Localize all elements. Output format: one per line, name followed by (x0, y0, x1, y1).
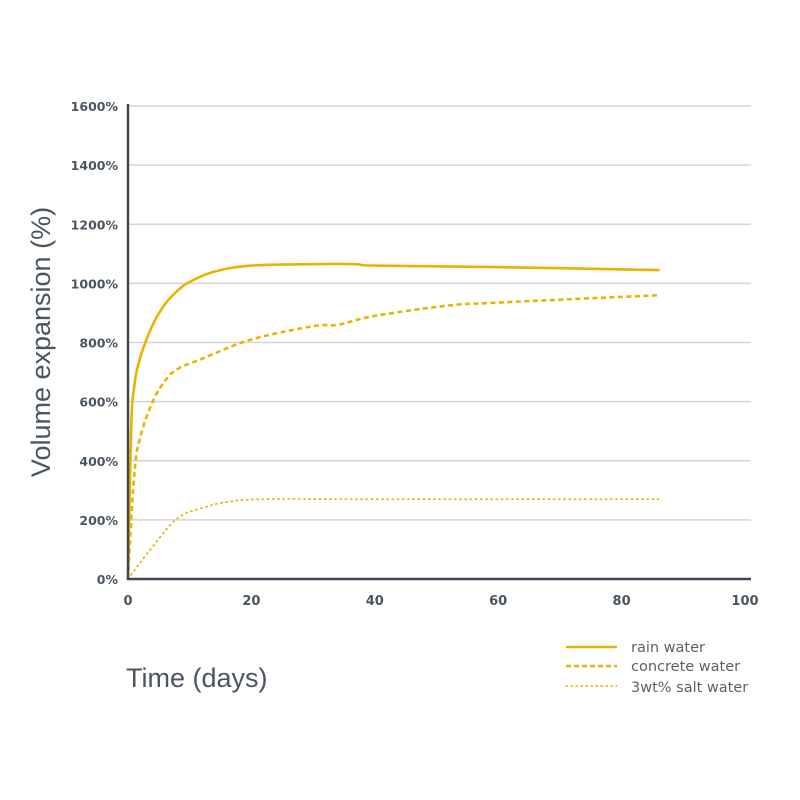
y-axis-label: Volume expansion (%) (26, 207, 56, 477)
x-axis-ticks: 0 20 40 60 80 100 (123, 594, 758, 609)
y-tick-label: 1200% (71, 217, 119, 232)
legend-label-concrete-water: concrete water (631, 659, 740, 675)
y-tick-label: 600% (79, 395, 118, 410)
y-tick-label: 0% (97, 572, 119, 587)
series-rain-water (126, 262, 660, 581)
grid-lines (128, 105, 751, 521)
series-3wt-salt-water (127, 498, 660, 580)
y-tick-label: 200% (79, 513, 118, 528)
y-axis-ticks: 0% 200% 400% 600% 800% 1000% 1200% 1400% 1600% (71, 99, 119, 587)
y-tick-label: 400% (79, 454, 118, 469)
x-tick-label: 60 (489, 594, 507, 609)
x-axis-label: Time (days) (126, 663, 268, 693)
x-tick-label: 80 (613, 594, 631, 609)
legend: rain water concrete water 3wt% salt wate… (565, 640, 748, 696)
y-tick-label: 1000% (71, 276, 119, 291)
legend-label-rain-water: rain water (631, 640, 705, 656)
legend-label-salt-water: 3wt% salt water (631, 680, 748, 696)
y-tick-label: 800% (79, 336, 118, 351)
series-concrete-water (126, 293, 659, 580)
series-lines (126, 262, 660, 581)
x-tick-label: 40 (366, 594, 384, 609)
x-tick-label: 100 (731, 594, 758, 609)
y-tick-label: 1600% (71, 99, 119, 114)
x-tick-label: 20 (242, 594, 260, 609)
y-tick-label: 1400% (71, 158, 119, 173)
x-tick-label: 0 (123, 594, 132, 609)
